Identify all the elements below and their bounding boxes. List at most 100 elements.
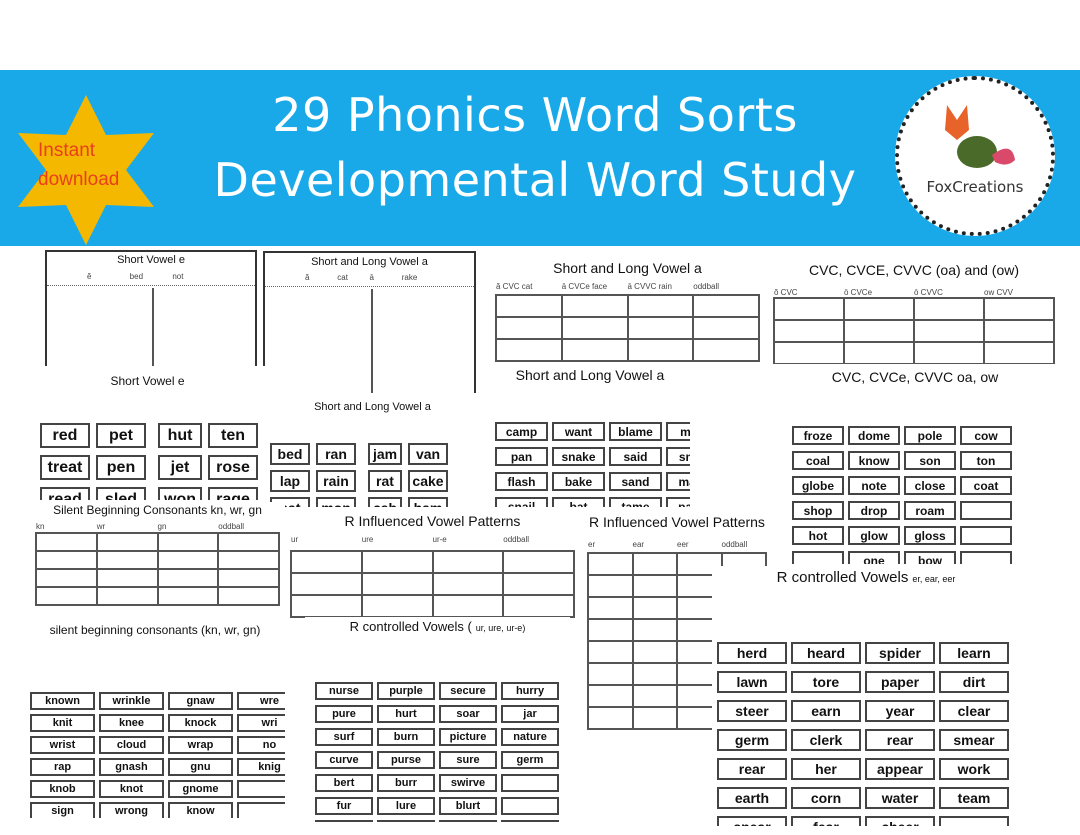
word-card[interactable]: shop [792,501,844,520]
word-card[interactable]: sign [30,802,95,818]
word-card[interactable]: germ [717,729,787,751]
word-card[interactable]: drop [848,501,900,520]
word-card[interactable]: cake [408,470,448,492]
word-card[interactable]: map [666,422,690,441]
word-card[interactable]: rage [208,487,258,500]
word-card[interactable]: coat [960,476,1012,495]
word-card[interactable]: appear [865,758,935,780]
word-card[interactable]: ton [960,451,1012,470]
word-card[interactable]: bat [552,497,605,507]
word-card[interactable]: earth [717,787,787,809]
word-card[interactable]: cheer [865,816,935,826]
word-card[interactable]: known [30,692,95,710]
word-card[interactable]: smear [939,729,1009,751]
word-card[interactable]: close [904,476,956,495]
word-card[interactable]: work [939,758,1009,780]
word-card[interactable]: spear [717,816,787,826]
word-card[interactable]: pan [495,447,548,466]
word-card[interactable]: knig [237,758,285,776]
word-card[interactable]: sled [96,487,146,500]
word-card[interactable]: hurry [501,682,559,700]
word-card[interactable]: wrist [30,736,95,754]
word-card[interactable]: knot [99,780,164,798]
word-card[interactable]: spider [865,642,935,664]
word-card[interactable]: gloss [904,526,956,545]
word-card[interactable]: froze [792,426,844,445]
word-card[interactable]: carnival [315,820,373,822]
word-card[interactable]: cab [368,497,402,507]
word-card[interactable]: knit [30,714,95,732]
word-card[interactable]: flash [495,472,548,491]
word-card[interactable]: ten [208,423,258,448]
word-card[interactable]: bed [270,443,310,465]
word-card[interactable]: surf [315,728,373,746]
word-card[interactable]: year [865,700,935,722]
word-card[interactable]: herd [717,642,787,664]
word-card[interactable]: treat [40,455,90,480]
word-card[interactable]: heard [791,642,861,664]
word-card[interactable]: want [552,422,605,441]
word-card[interactable]: ran [316,443,356,465]
word-card[interactable]: team [939,787,1009,809]
word-card[interactable]: curb [377,820,435,822]
word-card[interactable]: picture [439,728,497,746]
word-card[interactable]: steer [717,700,787,722]
word-card[interactable]: camp [495,422,548,441]
word-card[interactable] [939,816,1009,826]
word-card[interactable]: cloud [99,736,164,754]
word-card[interactable]: knock [168,714,233,732]
word-card[interactable]: knee [99,714,164,732]
word-card[interactable]: lap [270,470,310,492]
word-card[interactable]: curve [315,751,373,769]
word-card[interactable]: pet [96,423,146,448]
word-card[interactable]: snake [552,447,605,466]
word-card[interactable]: gnash [99,758,164,776]
word-card[interactable]: snail [495,497,548,507]
word-card[interactable]: wre [237,692,285,710]
word-card[interactable]: wrong [99,802,164,818]
word-card[interactable]: nurse [315,682,373,700]
word-card[interactable]: swirve [439,774,497,792]
word-card[interactable]: rear [865,729,935,751]
word-card[interactable]: won [158,487,202,500]
word-card[interactable]: cow [960,426,1012,445]
word-card[interactable]: ham [408,497,448,507]
word-card[interactable]: corn [791,787,861,809]
word-card[interactable]: blurt [439,797,497,815]
word-card[interactable]: jar [501,705,559,723]
word-card[interactable]: roam [904,501,956,520]
word-card[interactable]: read [40,487,90,500]
word-card[interactable]: sand [609,472,662,491]
word-card[interactable]: earn [791,700,861,722]
word-card[interactable]: fur [315,797,373,815]
word-card[interactable]: tore [791,671,861,693]
word-card[interactable]: sure [439,751,497,769]
word-card[interactable]: hot [792,526,844,545]
word-card[interactable]: main [666,472,690,491]
word-card[interactable]: soar [439,705,497,723]
word-card[interactable]: globe [792,476,844,495]
word-card[interactable]: burn [377,728,435,746]
word-card[interactable]: gnaw [168,692,233,710]
word-card[interactable]: mop [316,497,356,507]
word-card[interactable]: gnome [168,780,233,798]
word-card[interactable]: bow [904,551,956,564]
word-card[interactable]: her [791,758,861,780]
word-card[interactable] [501,774,559,792]
word-card[interactable]: learn [939,642,1009,664]
word-card[interactable]: wri [237,714,285,732]
word-card[interactable]: fear [791,816,861,826]
word-card[interactable]: rose [208,455,258,480]
word-card[interactable]: clear [939,700,1009,722]
word-card[interactable]: snail [666,447,690,466]
word-card[interactable]: said [609,447,662,466]
word-card[interactable]: lawn [717,671,787,693]
word-card[interactable]: red [40,423,90,448]
word-card[interactable]: nature [501,728,559,746]
word-card[interactable]: dirt [939,671,1009,693]
word-card[interactable]: one [848,551,900,564]
word-card[interactable]: pure [315,705,373,723]
word-card[interactable] [501,820,559,822]
word-card[interactable] [960,526,1012,545]
word-card[interactable] [792,551,844,564]
